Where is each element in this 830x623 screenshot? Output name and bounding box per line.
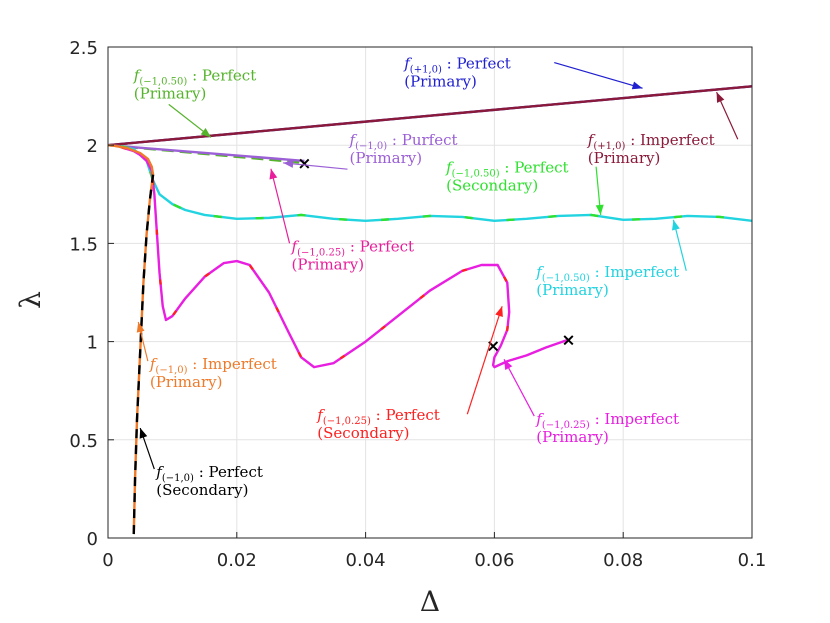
grid — [107, 46, 753, 539]
annotation-sublabel-4: (Secondary) — [446, 177, 538, 195]
ticks-group: 0 0.02 0.04 0.06 0.08 0.1 0 0.5 1 1.5 2 2.5 — [69, 38, 766, 571]
annotation-4: f(−1,0.50) : Perfect(Secondary) — [445, 159, 604, 215]
annotation-arrowhead-0 — [200, 128, 212, 138]
annotation-9: f(−1,0.25) : Imperfect(Primary) — [503, 358, 679, 446]
annotation-1: f(+1,0) : Perfect(Primary) — [403, 55, 643, 91]
annotation-label-8: f(−1,0.25) : Perfect — [316, 406, 439, 427]
annotation-10: f(−1,0) : Perfect(Secondary) — [139, 427, 263, 499]
series-line-3 — [108, 144, 305, 163]
annotation-sublabel-5: (Primary) — [292, 255, 365, 273]
annotation-0: f(−1,0.50) : Perfect(Primary) — [133, 66, 256, 138]
plot-area — [108, 47, 752, 538]
annotation-arrow-5 — [270, 168, 291, 244]
annotation-arrowhead-9 — [504, 359, 513, 370]
plot-frame — [107, 46, 753, 539]
x-tick-label-3: 0.06 — [474, 550, 514, 571]
annotation-label-1: f(+1,0) : Perfect — [403, 55, 511, 76]
annotation-label-0: f(−1,0.50) : Perfect — [133, 66, 256, 87]
x-tick-label-1: 0.02 — [217, 550, 257, 571]
annotation-7: f(−1,0) : Imperfect(Primary) — [136, 321, 277, 391]
annotation-sublabel-7: (Primary) — [150, 373, 223, 391]
y-tick-label-1: 0.5 — [69, 431, 98, 452]
annotation-8: f(−1,0.25) : Perfect(Secondary) — [316, 306, 503, 442]
series-group — [108, 85, 752, 535]
annotation-label-2: f(−1,0) : Purfect — [349, 131, 458, 152]
annotation-label-7: f(−1,0) : Imperfect — [149, 355, 277, 376]
annotation-arrowhead-10 — [139, 428, 148, 439]
annotation-sublabel-2: (Primary) — [350, 149, 423, 167]
series-line-6 — [120, 146, 569, 369]
annotation-arrowhead-4 — [595, 204, 604, 215]
annotation-arrowhead-2 — [283, 159, 294, 168]
series-line-9 — [132, 174, 155, 535]
annotation-arrow-9 — [503, 358, 535, 417]
annotation-3: f(+1,0) : Imperfect(Primary) — [587, 91, 739, 167]
annotation-label-10: f(−1,0) : Perfect — [155, 463, 263, 484]
annotations-group: f(−1,0.50) : Perfect(Primary)f(+1,0) : P… — [133, 55, 739, 499]
annotation-label-5: f(−1,0.25) : Perfect — [291, 237, 414, 258]
x-axis-title: Δ — [420, 585, 440, 618]
y-tick-label-5: 2.5 — [69, 38, 98, 59]
annotation-sublabel-9: (Primary) — [536, 428, 609, 446]
annotation-arrow-1 — [554, 62, 643, 89]
x-marker-0: × — [297, 154, 311, 174]
x-tick-label-2: 0.04 — [346, 550, 386, 571]
y-tick-label-4: 2 — [87, 136, 98, 157]
annotation-arrowhead-1 — [631, 81, 643, 90]
markers-group: × × × — [297, 154, 575, 357]
annotation-arrow-8 — [466, 306, 503, 415]
series-line-1 — [108, 85, 752, 147]
annotation-label-9: f(−1,0.25) : Imperfect — [535, 410, 679, 431]
y-axis-title: λ — [14, 291, 47, 309]
annotation-label-6: f(−1,0.50) : Imperfect — [535, 263, 679, 284]
annotation-sublabel-6: (Primary) — [536, 281, 609, 299]
annotation-2: f(−1,0) : Purfect(Primary) — [283, 131, 458, 170]
y-tick-label-2: 1 — [87, 333, 98, 354]
x-tick-label-5: 0.1 — [738, 550, 767, 571]
x-tick-label-0: 0 — [102, 550, 113, 571]
annotation-sublabel-10: (Secondary) — [156, 481, 248, 499]
annotation-sublabel-8: (Secondary) — [317, 424, 409, 442]
annotation-arrow-2 — [283, 162, 348, 170]
annotation-sublabel-0: (Primary) — [134, 84, 207, 102]
annotation-arrowhead-8 — [495, 306, 503, 317]
annotation-arrowhead-3 — [716, 92, 725, 103]
annotation-sublabel-3: (Primary) — [588, 149, 661, 167]
annotation-sublabel-1: (Primary) — [404, 73, 477, 91]
x-marker-2: × — [561, 331, 575, 351]
x-marker-1: × — [486, 337, 500, 357]
y-tick-label-3: 1.5 — [69, 234, 98, 255]
annotation-6: f(−1,0.50) : Imperfect(Primary) — [535, 219, 687, 299]
y-tick-label-0: 0 — [87, 529, 98, 550]
annotation-5: f(−1,0.25) : Perfect(Primary) — [269, 168, 414, 273]
annotation-label-3: f(+1,0) : Imperfect — [587, 131, 715, 152]
annotation-label-4: f(−1,0.50) : Perfect — [445, 159, 568, 180]
annotation-arrowhead-7 — [136, 321, 145, 333]
x-tick-label-4: 0.08 — [603, 550, 643, 571]
annotation-arrowhead-6 — [671, 219, 680, 231]
annotation-arrowhead-5 — [269, 168, 278, 180]
